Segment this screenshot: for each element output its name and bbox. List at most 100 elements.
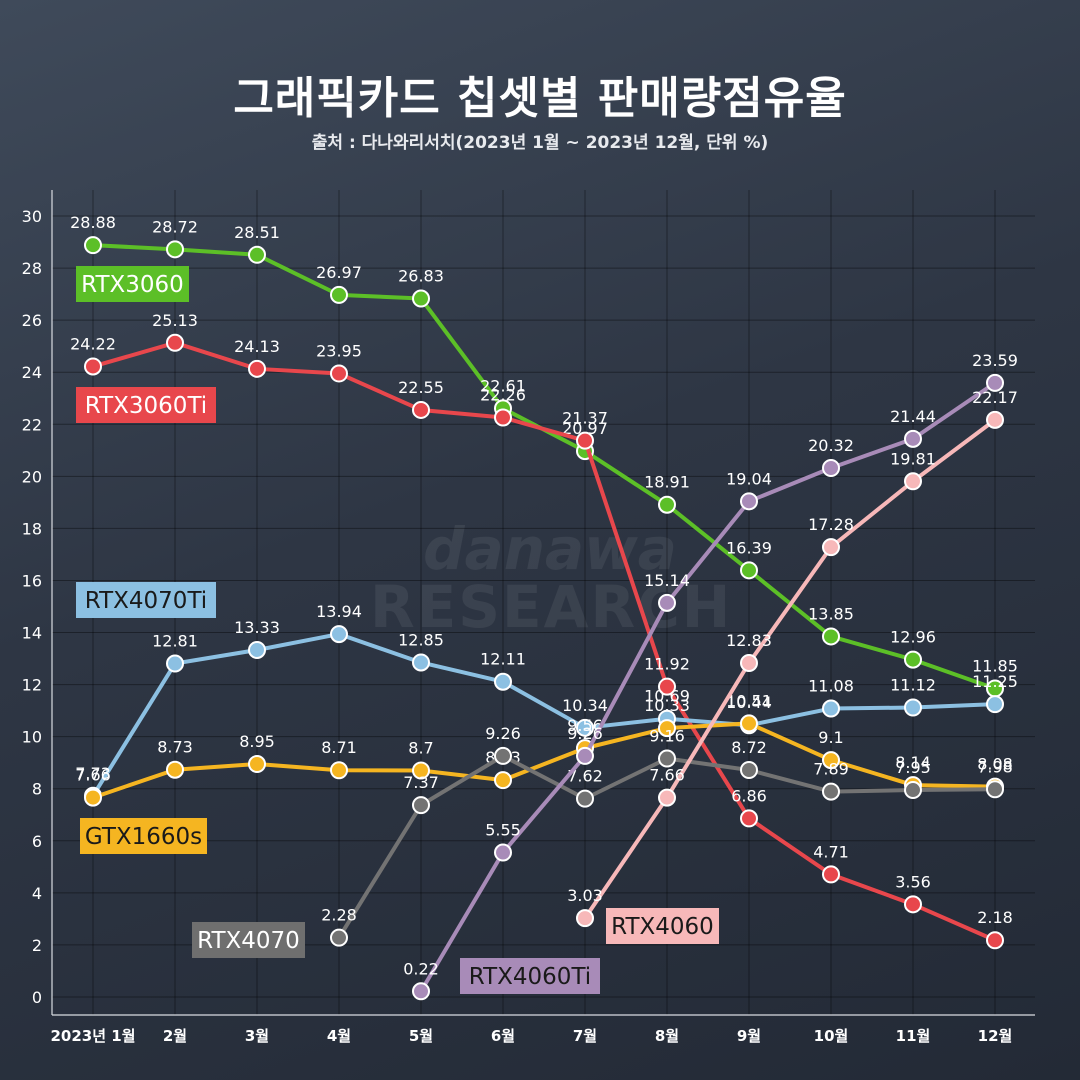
data-label: 10.44 [726, 693, 772, 712]
series-name-box-bg [76, 387, 216, 423]
data-point [412, 796, 430, 815]
data-label: 20.32 [808, 436, 854, 455]
data-point [330, 625, 348, 644]
series-name-box-label: RTX3060 [81, 272, 184, 298]
data-label: 13.85 [808, 604, 854, 623]
data-label: 8.71 [321, 738, 357, 757]
data-label: 12.85 [398, 630, 444, 649]
series-rtx3060: 28.88 28.72 28.51 26.97 26.83 22.61 20.97 18.91… [70, 213, 1018, 698]
series-name-box-rtx4060: RTX4060 [606, 908, 719, 944]
data-label: 18.91 [644, 473, 690, 492]
data-label: 6.86 [731, 786, 767, 805]
y-tick-label: 16 [22, 571, 42, 590]
x-tick-label: 7월 [573, 1027, 597, 1045]
data-label: 10.33 [644, 696, 690, 715]
data-point [412, 761, 430, 780]
data-label: 7.89 [813, 760, 849, 779]
data-label: 26.97 [316, 263, 362, 282]
series-name-box-bg [460, 958, 600, 994]
y-tick-label: 30 [22, 207, 42, 226]
series-name-box-bg [606, 908, 719, 944]
data-label: 22.26 [480, 385, 526, 404]
y-tick-label: 6 [32, 832, 42, 851]
x-tick-label: 2월 [163, 1027, 187, 1045]
data-point [166, 333, 184, 352]
data-label: 9.16 [649, 727, 685, 746]
series-name-box-gtx1660s: GTX1660s [80, 818, 207, 854]
series-name-box-rtx3060ti: RTX3060Ti [76, 387, 216, 423]
x-tick-label: 2023년 1월 [50, 1027, 135, 1045]
y-tick-label: 24 [22, 363, 42, 382]
data-label: 7.98 [977, 757, 1013, 776]
y-tick-label: 14 [22, 624, 42, 643]
series-line [419, 380, 997, 994]
data-label: 5.55 [485, 821, 521, 840]
data-label: 28.88 [70, 213, 116, 232]
data-point [330, 928, 348, 947]
series-name-box-rtx4060ti: RTX4060Ti [460, 958, 600, 994]
data-label: 12.96 [890, 628, 936, 647]
data-label: 8.08 [977, 755, 1013, 774]
y-tick-label: 20 [22, 467, 42, 486]
y-tick-label: 10 [22, 728, 42, 747]
data-label: 4.71 [813, 842, 849, 861]
series-name-box-label: GTX1660s [85, 824, 202, 850]
data-label: 7.66 [649, 766, 685, 785]
data-label: 11.92 [644, 655, 690, 674]
data-label: 8.73 [157, 738, 193, 757]
data-point [822, 865, 840, 884]
data-point [494, 672, 512, 691]
data-point [740, 492, 758, 511]
data-point [822, 699, 840, 718]
data-point [330, 285, 348, 304]
data-point [986, 931, 1004, 950]
data-point [412, 653, 430, 672]
data-label: 22.61 [480, 376, 526, 395]
data-point [248, 245, 266, 264]
data-label: 8.7 [408, 739, 433, 758]
data-point [412, 400, 430, 419]
series-name-box-rtx4070: RTX4070 [192, 922, 305, 958]
data-point [822, 627, 840, 646]
series-line [91, 340, 997, 943]
data-point [740, 714, 758, 733]
data-point [822, 782, 840, 801]
series-line [91, 632, 997, 798]
data-point [494, 771, 512, 790]
x-tick-label: 8월 [655, 1027, 679, 1045]
data-point [576, 789, 594, 808]
data-point [658, 749, 676, 768]
data-point [658, 495, 676, 514]
x-tick-label: 12월 [978, 1027, 1013, 1045]
series-name-box-label: RTX3060Ti [85, 393, 207, 419]
data-point [658, 719, 676, 738]
series-rtx3060ti: 24.22 25.13 24.13 23.95 22.55 22.26 21.37 11.92… [70, 311, 1013, 950]
series-name-box-bg [192, 922, 305, 958]
data-label: 8.72 [731, 738, 767, 757]
y-tick-label: 22 [22, 415, 42, 434]
series-name-box-label: RTX4070 [197, 928, 300, 954]
x-tick-label: 6월 [491, 1027, 515, 1045]
series-name-box-rtx3060: RTX3060 [76, 266, 189, 302]
x-tick-label: 4월 [327, 1027, 351, 1045]
data-label: 19.81 [890, 449, 936, 468]
data-point [248, 640, 266, 659]
data-label: 3.03 [567, 886, 603, 905]
data-label: 13.94 [316, 602, 362, 621]
x-tick-label: 11월 [896, 1027, 931, 1045]
data-label: 11.85 [972, 657, 1018, 676]
y-tick-label: 0 [32, 988, 42, 1007]
data-point [248, 359, 266, 378]
x-tick-label: 9월 [737, 1027, 761, 1045]
series-name-box-rtx4070ti: RTX4070Ti [76, 582, 216, 618]
data-point [330, 364, 348, 383]
data-label: 11.08 [808, 677, 854, 696]
data-label: 22.17 [972, 388, 1018, 407]
grid-lines [52, 190, 1035, 1015]
data-label: 7.73 [75, 764, 111, 783]
data-label: 3.56 [895, 872, 931, 891]
y-tick-label: 12 [22, 676, 42, 695]
data-point [658, 593, 676, 612]
data-label: 22.55 [398, 378, 444, 397]
data-label: 10.34 [562, 696, 608, 715]
